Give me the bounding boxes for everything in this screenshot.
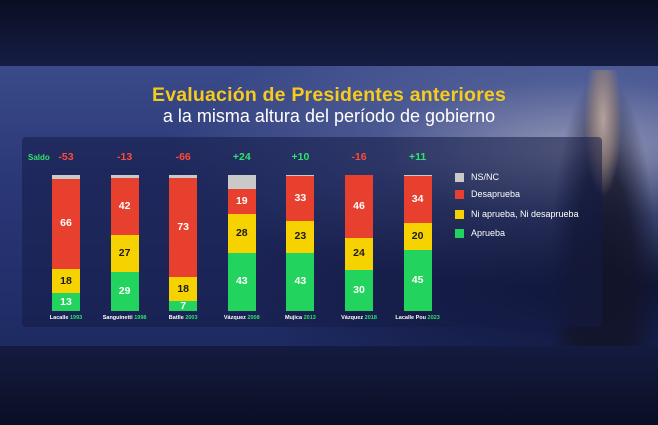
background-bottom (0, 346, 658, 425)
x-tick-year: 2008 (247, 315, 260, 321)
bar-segment-ns-nc (403, 175, 432, 177)
bar-segment-ni-aprueba-ni-desaprueba (227, 214, 256, 253)
saldo-value: -16 (351, 151, 367, 163)
bar-segment-ns-nc (52, 175, 80, 180)
bar-segment-ns-nc (227, 175, 256, 189)
bar-segment-ns-nc (110, 175, 139, 178)
bar-segment-aprueba (286, 252, 315, 311)
x-tick-name: Batlle (168, 315, 184, 321)
bar-segment-ns-nc (169, 175, 198, 178)
saldo-value: -66 (175, 151, 191, 163)
legend-label: Ni aprueba, Ni desaprueba (471, 209, 579, 219)
x-tick-label: Lacalle Pou 2023 (383, 315, 453, 321)
bar-segment-ni-aprueba-ni-desaprueba (403, 222, 432, 250)
data-label: 33 (294, 192, 307, 205)
chart-title: Evaluación de Presidentes anteriores (151, 84, 506, 106)
data-label: 13 (60, 295, 72, 308)
bar-segment-desaprueba (403, 176, 432, 223)
x-tick-year: 1993 (69, 315, 83, 321)
background-top (0, 0, 658, 66)
bar-segment-desaprueba (227, 188, 256, 215)
saldo-label: Saldo (28, 153, 50, 162)
data-label: 7 (180, 299, 187, 312)
data-label: 28 (235, 226, 248, 239)
x-tick-label: Batlle 2003 (148, 315, 218, 321)
saldo-value: +11 (408, 151, 427, 163)
x-tick-year: 2013 (303, 315, 316, 321)
legend-swatch (455, 210, 464, 219)
bar-segment-aprueba (227, 252, 256, 311)
bar-segment-aprueba (52, 293, 80, 311)
x-tick-label: Vázquez 2018 (324, 315, 394, 321)
legend-label: Desaprueba (471, 189, 521, 199)
data-label: 23 (294, 230, 307, 243)
bar-segment-aprueba (169, 301, 198, 311)
x-tick-year: 2023 (427, 315, 440, 321)
legend-swatch (455, 190, 464, 199)
data-label: 30 (353, 284, 365, 297)
x-tick-label: Vázquez 2008 (207, 315, 277, 321)
bar-segment-ni-aprueba-ni-desaprueba (52, 268, 80, 294)
bar-segment-ni-aprueba-ni-desaprueba (110, 234, 139, 272)
legend-label: NS/NC (471, 172, 500, 182)
bar-segment-desaprueba (169, 177, 198, 277)
x-tick-name: Lacalle Pou (395, 315, 426, 321)
data-label: 18 (60, 274, 72, 287)
x-tick-year: 2003 (185, 315, 198, 321)
x-tick-name: Sanguinetti (102, 315, 133, 321)
data-label: 73 (177, 220, 190, 233)
x-tick-year: 1998 (134, 315, 147, 321)
bar-segment-ni-aprueba-ni-desaprueba (169, 277, 198, 302)
data-label: 19 (235, 195, 248, 208)
legend-swatch (455, 229, 464, 238)
data-label: 45 (411, 273, 424, 286)
x-tick-name: Lacalle (49, 315, 69, 321)
data-label: 66 (60, 217, 72, 230)
data-label: 42 (118, 199, 131, 212)
x-tick-label: Sanguinetti 1998 (90, 315, 160, 321)
x-tick-name: Vázquez (341, 315, 364, 321)
bar-segment-desaprueba (286, 176, 315, 222)
data-label: 46 (353, 199, 365, 212)
data-label: 29 (118, 284, 131, 297)
x-tick-name: Mujica (284, 315, 303, 321)
x-tick-label: Lacalle 1993 (31, 315, 101, 321)
saldo-value: +24 (232, 151, 251, 163)
bar-segment-desaprueba (52, 179, 80, 269)
bar-segment-desaprueba (345, 175, 373, 238)
data-label: 43 (294, 275, 307, 288)
bar-segment-desaprueba (110, 177, 139, 235)
data-label: 34 (411, 192, 424, 205)
saldo-value: -13 (117, 151, 133, 163)
data-label: 27 (118, 246, 131, 259)
data-label: 18 (177, 282, 190, 295)
legend-swatch (455, 173, 464, 182)
saldo-value: +10 (291, 151, 310, 163)
data-label: 20 (411, 229, 424, 242)
bar-segment-aprueba (345, 270, 373, 311)
x-tick-name: Vázquez (223, 315, 246, 321)
bar-segment-ni-aprueba-ni-desaprueba (345, 237, 373, 271)
chart-subtitle: a la misma altura del período de gobiern… (162, 106, 496, 126)
bar-segment-ni-aprueba-ni-desaprueba (286, 221, 315, 253)
saldo-value: -53 (58, 151, 74, 163)
bar-segment-aprueba (110, 271, 139, 311)
bar-segment-ns-nc (286, 175, 315, 177)
legend-label: Aprueba (471, 228, 506, 238)
x-tick-label: Mujica 2013 (265, 315, 335, 321)
data-label: 43 (235, 275, 248, 288)
bar-segment-aprueba (403, 249, 432, 311)
data-label: 24 (353, 247, 365, 260)
x-tick-year: 2018 (364, 315, 377, 321)
